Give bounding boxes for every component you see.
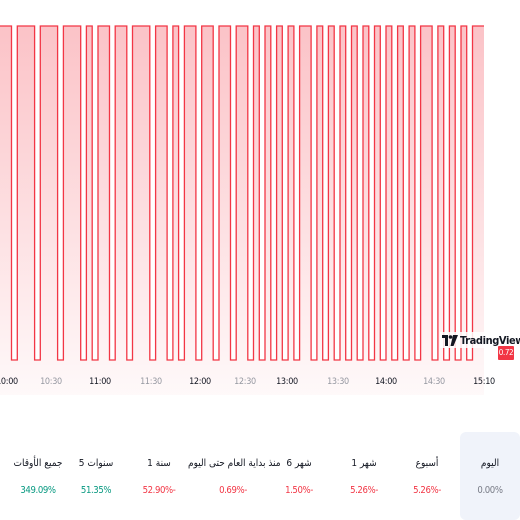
period-name: 5 سنوات	[78, 458, 114, 469]
time-axis-tick: 11:00	[89, 377, 111, 387]
period-tab[interactable]: 6 شهر 1.50%-	[254, 432, 344, 520]
time-axis-tick: 13:00	[276, 377, 298, 387]
period-tab[interactable]: 1 سنة 52.90%-	[114, 432, 204, 520]
period-name: 6 شهر	[286, 458, 312, 469]
period-name: أسبوع	[415, 458, 439, 469]
period-tab[interactable]: اليوم 0.00%	[460, 432, 520, 520]
period-change-value: 0.69%-	[219, 485, 247, 496]
time-axis-tick: 12:30	[234, 377, 256, 387]
time-axis-tick: 13:30	[327, 377, 349, 387]
period-name: منذ بداية العام حتى اليوم	[188, 458, 281, 469]
time-axis-tick: 15:10	[473, 377, 495, 387]
time-axis-tick: 12:00	[189, 377, 211, 387]
period-name: جميع الأوقات	[13, 458, 63, 469]
time-axis-tick: 14:00	[375, 377, 397, 387]
performance-periods: جميع الأوقات 349.09% 5 سنوات 51.35% 1 سنة 52.…	[0, 432, 520, 520]
period-change-value: 0.00%	[477, 485, 503, 496]
period-name: اليوم	[480, 458, 500, 469]
time-axis-tick: 10:30	[40, 377, 62, 387]
price-line	[0, 25, 484, 361]
time-axis-tick: 14:30	[423, 377, 445, 387]
period-change-value: 5.26%-	[350, 485, 378, 496]
period-change-value: 5.26%-	[413, 485, 441, 496]
price-area	[0, 26, 484, 395]
period-tab[interactable]: أسبوع 5.26%-	[382, 432, 472, 520]
period-tab[interactable]: 1 شهر 5.26%-	[319, 432, 409, 520]
time-axis-tick: 11:30	[140, 377, 162, 387]
last-price-tag: 0.72	[498, 346, 514, 360]
period-tab[interactable]: جميع الأوقات 349.09%	[0, 432, 83, 520]
time-axis-tick: 10:00	[0, 377, 18, 387]
period-change-value: 52.90%-	[142, 485, 176, 496]
logo-text: TradingView	[460, 333, 520, 347]
period-change-value: 51.35%	[80, 485, 112, 496]
period-change-value: 349.09%	[20, 485, 56, 496]
period-tab[interactable]: 5 سنوات 51.35%	[51, 432, 141, 520]
period-tab[interactable]: منذ بداية العام حتى اليوم 0.69%-	[188, 432, 281, 520]
period-name: 1 سنة	[147, 458, 171, 469]
period-change-value: 1.50%-	[285, 485, 313, 496]
period-name: 1 شهر	[351, 458, 377, 469]
price-chart[interactable]	[0, 0, 520, 395]
tradingview-logo[interactable]: TradingView	[440, 332, 520, 348]
tradingview-logo-icon	[442, 334, 458, 346]
